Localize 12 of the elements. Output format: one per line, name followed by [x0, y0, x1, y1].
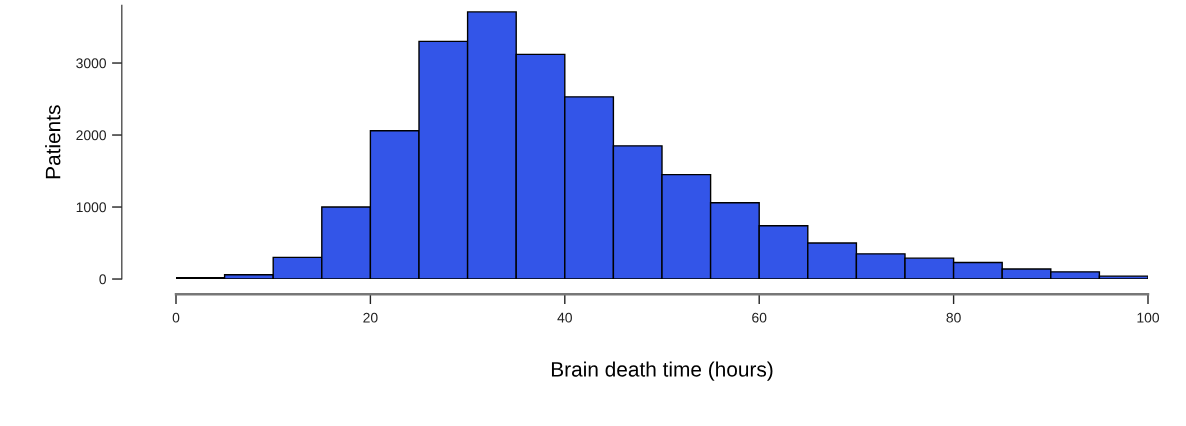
y-axis-title: Patients [45, 105, 61, 179]
x-tick-label: 100 [1137, 312, 1160, 323]
x-axis-title: Brain death time (hours) [551, 361, 773, 381]
x-tick-label: 0 [172, 312, 180, 323]
y-tick-label: 2000 [76, 130, 107, 141]
x-tick-label: 80 [946, 312, 961, 323]
y-tick-label: 0 [99, 274, 107, 285]
x-tick-label: 20 [363, 312, 378, 323]
y-tick-label: 3000 [76, 58, 107, 69]
x-tick-label: 60 [752, 312, 767, 323]
y-tick-label: 1000 [76, 202, 107, 213]
x-tick-label: 40 [557, 312, 572, 323]
